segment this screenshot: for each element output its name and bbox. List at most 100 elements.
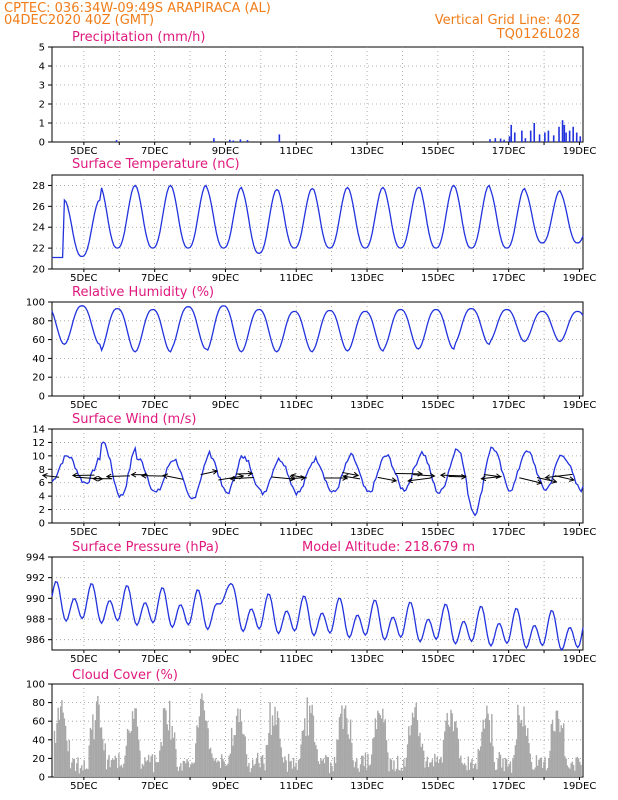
x-tick-label: 7DEC xyxy=(141,146,168,157)
cloud-bar xyxy=(109,767,111,777)
cloud-bar xyxy=(97,695,99,777)
cloud-bar xyxy=(318,764,321,777)
cloud-bar xyxy=(452,731,455,777)
cloud-bar xyxy=(493,762,496,777)
y-tick-label: 4 xyxy=(39,62,45,73)
cloud-bar xyxy=(162,708,165,777)
series-line xyxy=(51,580,584,652)
cloud-bar xyxy=(190,764,192,777)
cloud-bar xyxy=(202,700,204,777)
cloud-bar xyxy=(341,705,343,777)
wind-arrowhead xyxy=(342,474,349,480)
x-tick-label: 17DEC xyxy=(492,146,526,157)
cloud-bar xyxy=(504,758,507,777)
plot-frame xyxy=(51,46,584,143)
cloud-bar xyxy=(508,764,510,777)
cloud-bar xyxy=(260,756,263,777)
cloud-bar xyxy=(118,753,120,777)
y-tick-label: 12 xyxy=(32,438,45,449)
cloud-bar xyxy=(549,750,551,777)
cloud-bar xyxy=(63,718,66,777)
cloud-bar xyxy=(491,714,493,777)
cloud-bar xyxy=(387,752,389,777)
precip-bar xyxy=(579,136,582,142)
cloud-bar xyxy=(515,739,518,777)
cloud-bar xyxy=(90,729,93,777)
x-tick-label: 5DEC xyxy=(70,146,97,157)
y-tick-label: 100 xyxy=(26,298,45,309)
cloud-bar xyxy=(507,766,509,777)
cloud-bar xyxy=(551,719,554,777)
cloud-bar xyxy=(535,755,538,777)
cloud-bar xyxy=(525,735,528,777)
cloud-bar xyxy=(291,768,294,777)
cloud-bar xyxy=(166,724,168,777)
cloud-bar xyxy=(476,769,478,777)
cloud-bar xyxy=(399,770,401,777)
y-tick-label: 20 xyxy=(32,265,45,276)
cloud-bar xyxy=(427,767,430,777)
cloud-bar xyxy=(467,756,469,777)
cloud-bar xyxy=(269,702,271,777)
cloud-bar xyxy=(212,757,214,777)
cloud-bar xyxy=(352,760,354,777)
cloud-bar xyxy=(108,754,110,777)
cloud-bar xyxy=(103,750,105,777)
cloud-bar xyxy=(191,762,193,777)
cloud-bar xyxy=(451,713,453,777)
cloud-bar xyxy=(400,767,403,777)
cloud-bar xyxy=(68,739,71,777)
cloud-bar xyxy=(379,715,382,777)
cloud-bar xyxy=(317,761,320,777)
cloud-bar xyxy=(519,722,522,777)
y-tick-label: 5 xyxy=(39,43,45,54)
cloud-bar xyxy=(335,763,337,777)
cloud-bar xyxy=(434,753,436,777)
pressure-panel: 986 988 990 992 994 5DEC 7DEC 9DEC 11DEC 13DEC 15D… xyxy=(26,553,596,666)
wind-vector xyxy=(545,473,573,479)
x-tick-label: 17DEC xyxy=(492,654,526,665)
cloud-bar xyxy=(218,761,220,777)
cloud-bar xyxy=(207,728,209,777)
cloud-bar xyxy=(461,762,463,777)
x-tick-label: 19DEC xyxy=(563,527,597,538)
cloud-bar xyxy=(209,747,212,777)
cloud-bar xyxy=(565,758,567,777)
precip-bar xyxy=(524,138,527,142)
cloud-bar xyxy=(483,728,486,777)
cloud-bar xyxy=(71,762,73,777)
cloud-bar xyxy=(123,763,125,777)
cloud-bar xyxy=(243,734,245,777)
cloud-bar xyxy=(384,719,386,777)
cloud-bar xyxy=(534,767,536,777)
cloud-bar xyxy=(449,726,451,777)
cloud-bar xyxy=(159,750,161,777)
cloud-bar xyxy=(74,771,77,777)
cloud-bar xyxy=(466,770,468,777)
cloud-bar xyxy=(188,767,191,777)
x-tick-label: 5DEC xyxy=(70,527,97,538)
x-tick-label: 5DEC xyxy=(70,400,97,411)
cloud-bar xyxy=(61,700,63,777)
cloud-bar xyxy=(349,719,352,777)
x-tick-label: 13DEC xyxy=(350,273,384,284)
wind-vector xyxy=(481,475,502,480)
cloud-bar xyxy=(385,740,388,777)
wind-arrowhead xyxy=(105,473,112,480)
cloud-bar xyxy=(57,707,59,777)
wind-arrowhead xyxy=(551,478,558,484)
wind-panel: 0 2 4 6 8 10 12 14 5DEC 7DEC 9DEC 11DEC 13DEC 15DEC 17… xyxy=(32,425,596,539)
y-tick-label: 100 xyxy=(26,680,45,691)
cloud-bar xyxy=(529,753,531,777)
cloud-bar xyxy=(69,768,72,777)
cloud-bar xyxy=(499,754,502,777)
cloud-bar xyxy=(457,738,460,777)
x-tick-label: 5DEC xyxy=(70,273,97,284)
series-line xyxy=(51,305,584,353)
cloud-bar xyxy=(281,757,284,777)
cloud-bar xyxy=(477,748,479,777)
cloud-bar xyxy=(107,759,109,777)
series-line xyxy=(51,441,584,517)
wind-arrowhead xyxy=(391,477,398,483)
